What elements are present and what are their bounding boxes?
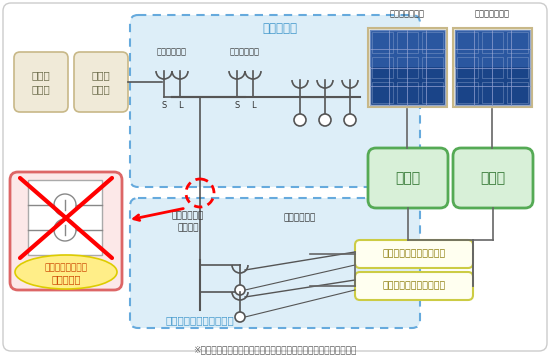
Bar (372, 32, 393, 53)
Bar (482, 57, 503, 78)
Text: 屋外分電盤: 屋外分電盤 (262, 21, 298, 35)
Text: 売電用
電力計: 売電用 電力計 (92, 70, 111, 94)
Text: 接続箱: 接続箱 (395, 171, 421, 185)
Text: パワーコンディショナー: パワーコンディショナー (382, 250, 446, 258)
FancyBboxPatch shape (3, 3, 547, 351)
Bar (422, 82, 443, 103)
Ellipse shape (15, 255, 117, 289)
Circle shape (54, 219, 76, 241)
Bar (482, 82, 503, 103)
Bar (397, 82, 418, 103)
Bar (457, 82, 478, 103)
Circle shape (294, 114, 306, 126)
Bar (397, 57, 418, 78)
Text: S: S (161, 101, 167, 110)
Text: 交流集電箱ＫＥシリーズ: 交流集電箱ＫＥシリーズ (166, 315, 234, 325)
Circle shape (319, 114, 331, 126)
FancyBboxPatch shape (14, 52, 68, 112)
Bar (370, 30, 445, 105)
FancyBboxPatch shape (368, 148, 448, 208)
Bar (422, 57, 443, 78)
Text: 取付不要！: 取付不要！ (51, 274, 81, 284)
Text: ※ＫＥシリーズの場合入力側が太陽光発電用ブレーカとなります。: ※ＫＥシリーズの場合入力側が太陽光発電用ブレーカとなります。 (193, 346, 357, 355)
FancyBboxPatch shape (74, 52, 128, 112)
Bar (455, 30, 530, 67)
FancyBboxPatch shape (453, 148, 533, 208)
Text: 買電用
電力計: 買電用 電力計 (32, 70, 51, 94)
Text: 接続箱: 接続箱 (481, 171, 505, 185)
Circle shape (235, 312, 245, 322)
Text: 配電ブレーカ: 配電ブレーカ (284, 213, 316, 222)
FancyBboxPatch shape (130, 198, 420, 328)
Text: パワーコンディショナー: パワーコンディショナー (382, 282, 446, 291)
Bar (507, 57, 528, 78)
FancyBboxPatch shape (10, 172, 122, 290)
Circle shape (54, 194, 76, 216)
Bar (372, 57, 393, 78)
Text: 漏電ブレーカ: 漏電ブレーカ (230, 47, 260, 56)
Bar (422, 32, 443, 53)
Text: 契約ブレーカ: 契約ブレーカ (157, 47, 187, 56)
Circle shape (235, 285, 245, 295)
Text: 太陽電池パネル: 太陽電池パネル (475, 10, 509, 19)
Text: 外付けブレーカー: 外付けブレーカー (45, 263, 87, 272)
Bar (507, 82, 528, 103)
Bar (370, 30, 445, 67)
Bar (507, 32, 528, 53)
Bar (455, 30, 530, 105)
Bar (372, 82, 393, 103)
Text: 太陽光発電用
ブレーカ: 太陽光発電用 ブレーカ (172, 212, 204, 232)
Bar (397, 32, 418, 53)
Text: L: L (178, 101, 182, 110)
Bar (28, 180, 102, 255)
Bar (457, 57, 478, 78)
FancyBboxPatch shape (355, 240, 473, 268)
FancyBboxPatch shape (130, 15, 420, 187)
Circle shape (344, 114, 356, 126)
Bar (482, 32, 503, 53)
Text: 太陽電池パネル: 太陽電池パネル (389, 10, 425, 19)
Bar (453, 28, 532, 107)
FancyBboxPatch shape (355, 272, 473, 300)
Bar (457, 32, 478, 53)
Text: S: S (234, 101, 240, 110)
Text: L: L (251, 101, 255, 110)
Bar (368, 28, 447, 107)
